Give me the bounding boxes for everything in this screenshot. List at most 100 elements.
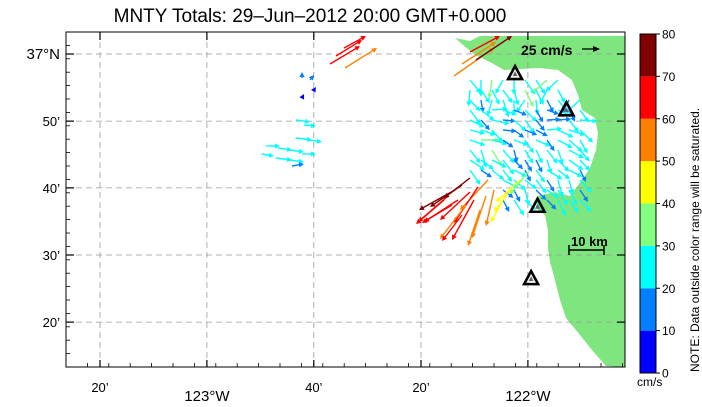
current-vector (443, 214, 463, 240)
current-vector-head (298, 148, 304, 154)
current-vector-head (440, 214, 446, 220)
current-vector-head (490, 130, 496, 136)
current-vector-head (513, 157, 519, 163)
current-vector (579, 139, 587, 152)
current-vector (469, 129, 483, 134)
colorbar-tick-label: 70 (662, 70, 676, 84)
current-vector (335, 40, 360, 57)
current-vector-head (496, 196, 502, 202)
current-vector (469, 99, 479, 110)
colorbar-segment (640, 76, 656, 119)
colorbar-segment (640, 330, 656, 373)
current-vector-head (444, 192, 450, 198)
current-vector-head (504, 206, 510, 212)
current-vector-head (562, 199, 568, 206)
current-vector (441, 204, 467, 238)
current-vector-head (501, 162, 507, 168)
current-vector (480, 89, 489, 102)
current-vector (491, 159, 505, 167)
current-vector-head (564, 174, 571, 180)
current-vector-head (466, 101, 472, 107)
current-vector (480, 129, 494, 135)
current-vector-head (561, 210, 566, 216)
x-tick-label: 20’ (412, 380, 429, 395)
current-vector (579, 179, 591, 192)
current-vector-head (487, 93, 493, 99)
y-tick-label: 40’ (43, 181, 60, 196)
current-vector-head (567, 132, 574, 138)
current-vector-head (419, 205, 425, 210)
colorbar-tick-label: 40 (662, 197, 676, 211)
current-vector-head (508, 192, 514, 198)
current-vector (461, 179, 489, 209)
current-vector (445, 177, 471, 197)
colorbar-tick-label: 30 (662, 239, 676, 253)
current-vector-head (579, 131, 586, 137)
current-vector-head (556, 174, 563, 180)
current-vector-head (494, 206, 500, 212)
current-vector-head (475, 179, 481, 185)
current-vector-head (531, 130, 538, 136)
current-vector-head (479, 129, 486, 135)
current-vector-head (286, 146, 292, 152)
current-vector (546, 169, 561, 179)
current-vector (491, 149, 502, 165)
colorbar-segment (640, 118, 656, 162)
x-tick-label: 20’ (91, 380, 108, 395)
current-vector (480, 159, 492, 169)
colorbar-segment (640, 288, 656, 331)
current-vector (469, 79, 480, 92)
current-vector-head (484, 97, 490, 104)
current-vector-head (497, 136, 503, 143)
current-vector-head (573, 207, 579, 213)
current-vector (524, 109, 536, 121)
current-vector (469, 139, 483, 146)
colorbar-segment (640, 245, 656, 289)
current-vector (496, 79, 504, 92)
current-vector-head (494, 36, 500, 41)
current-vector-head (583, 196, 589, 202)
current-vector-head (475, 119, 481, 125)
current-vector-head (515, 196, 521, 203)
y-tick-label: 37°N (26, 46, 60, 63)
current-vector (472, 195, 487, 236)
current-vector-head (587, 137, 594, 143)
current-vector-head (553, 193, 560, 199)
current-vector (568, 169, 580, 177)
current-vector-head (518, 132, 525, 138)
current-vector-head (452, 234, 457, 240)
current-vector (557, 129, 572, 137)
current-vector-head (490, 42, 496, 47)
current-vector-head (422, 218, 428, 223)
current-vector (480, 109, 493, 120)
current-vector (557, 159, 568, 171)
current-vector-head (552, 158, 558, 164)
current-vector-head (540, 194, 547, 200)
current-vector-head (371, 48, 377, 53)
current-vector-head (498, 174, 505, 180)
map-title: MNTY Totals: 29–Jun–2012 20:00 GMT+0.000 (113, 6, 507, 27)
current-vector (579, 119, 595, 122)
current-vector-head (519, 209, 524, 216)
saturation-note: NOTE: Data outside color range will be s… (688, 107, 702, 372)
current-vector (468, 209, 481, 244)
current-vector-head (517, 163, 524, 170)
colorbar-unit: cm/s (637, 375, 663, 389)
station-north-marker (505, 63, 525, 81)
reference-arrowhead (593, 46, 600, 52)
current-vector (502, 159, 513, 173)
x-tick-label: 40’ (305, 380, 322, 395)
current-vector-head (510, 188, 516, 194)
current-vector-head (488, 115, 495, 121)
current-vector (469, 169, 480, 183)
current-vector (547, 79, 559, 90)
current-vector (485, 189, 495, 224)
current-vector-head (299, 94, 305, 100)
current-vector-head (520, 185, 527, 191)
colorbar-tick-label: 0 (662, 367, 669, 381)
current-vector-head (360, 36, 366, 41)
current-vector-head (507, 176, 513, 182)
current-vector (557, 179, 563, 195)
current-vector-head (526, 176, 531, 182)
